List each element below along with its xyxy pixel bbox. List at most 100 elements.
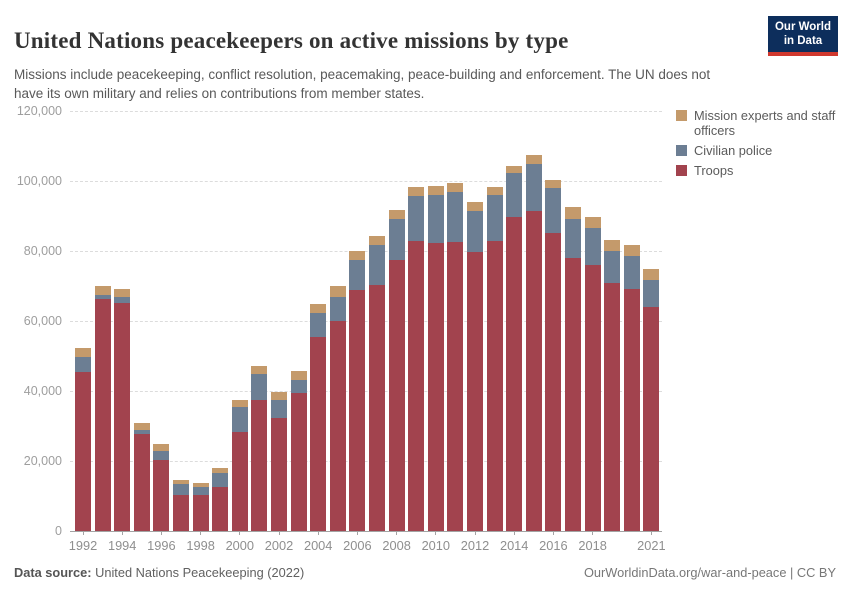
bar-segment-2011-troops[interactable]	[447, 242, 464, 531]
bar-segment-2003-civilian-police[interactable]	[290, 379, 307, 394]
bar-segment-2010-civilian-police[interactable]	[427, 194, 444, 243]
bar-segment-2000-troops[interactable]	[231, 431, 248, 531]
bar-segment-2003-mission-experts-and-staff-officers[interactable]	[290, 371, 307, 380]
owid-logo[interactable]: Our World in Data	[768, 16, 838, 56]
bar-segment-2017-troops[interactable]	[565, 258, 581, 531]
bar-segment-2005-mission-experts-and-staff-officers[interactable]	[329, 285, 346, 297]
bar-segment-2021-troops[interactable]	[643, 306, 660, 531]
bar-2017[interactable]	[565, 207, 581, 531]
bar-segment-2004-mission-experts-and-staff-officers[interactable]	[310, 303, 327, 313]
bar-segment-2013-troops[interactable]	[486, 240, 503, 531]
bar-segment-1998-civilian-police[interactable]	[192, 486, 209, 495]
bar-segment-2002-civilian-police[interactable]	[271, 399, 287, 418]
bar-segment-2010-mission-experts-and-staff-officers[interactable]	[427, 185, 444, 195]
bar-segment-2007-troops[interactable]	[369, 284, 385, 531]
bar-1998[interactable]	[192, 482, 209, 531]
bar-segment-1994-civilian-police[interactable]	[114, 296, 131, 304]
bar-1995[interactable]	[133, 422, 150, 531]
bar-2005[interactable]	[329, 285, 346, 531]
bar-segment-2015-mission-experts-and-staff-officers[interactable]	[525, 154, 542, 164]
bar-segment-2008-mission-experts-and-staff-officers[interactable]	[388, 209, 405, 220]
bar-segment-1993-civilian-police[interactable]	[94, 294, 111, 299]
bar-segment-2011-civilian-police[interactable]	[447, 191, 464, 243]
bar-2009[interactable]	[408, 186, 425, 531]
bar-segment-2009-mission-experts-and-staff-officers[interactable]	[408, 186, 425, 196]
bar-segment-2020-troops[interactable]	[623, 288, 640, 531]
bar-segment-2019-civilian-police[interactable]	[604, 251, 621, 284]
bar-segment-1996-mission-experts-and-staff-officers[interactable]	[153, 444, 170, 451]
bar-1993[interactable]	[94, 286, 111, 531]
bar-2016[interactable]	[545, 179, 562, 531]
bar-segment-2009-civilian-police[interactable]	[408, 195, 425, 241]
bar-segment-1994-mission-experts-and-staff-officers[interactable]	[114, 288, 131, 297]
bar-2010[interactable]	[427, 185, 444, 531]
bar-segment-2011-mission-experts-and-staff-officers[interactable]	[447, 183, 464, 192]
bar-segment-1996-civilian-police[interactable]	[153, 450, 170, 461]
bar-segment-1999-troops[interactable]	[212, 487, 229, 531]
bar-segment-1992-troops[interactable]	[75, 371, 91, 531]
bar-2019[interactable]	[604, 240, 621, 531]
bar-segment-2002-mission-experts-and-staff-officers[interactable]	[271, 392, 287, 400]
bar-segment-2010-troops[interactable]	[427, 242, 444, 531]
bar-segment-2004-troops[interactable]	[310, 337, 327, 531]
bar-segment-2001-mission-experts-and-staff-officers[interactable]	[251, 366, 268, 374]
bar-segment-2005-troops[interactable]	[329, 321, 346, 531]
bar-segment-2007-civilian-police[interactable]	[369, 244, 385, 285]
bar-segment-2020-civilian-police[interactable]	[623, 256, 640, 289]
bar-segment-2019-troops[interactable]	[604, 283, 621, 531]
bar-segment-1995-troops[interactable]	[133, 434, 150, 531]
bar-segment-2006-troops[interactable]	[349, 289, 366, 531]
bar-segment-2020-mission-experts-and-staff-officers[interactable]	[623, 244, 640, 257]
bar-segment-1998-troops[interactable]	[192, 494, 209, 531]
bar-1992[interactable]	[75, 348, 91, 531]
bar-1997[interactable]	[173, 480, 189, 531]
bar-segment-1999-mission-experts-and-staff-officers[interactable]	[212, 468, 229, 473]
bar-segment-2000-civilian-police[interactable]	[231, 407, 248, 432]
bar-segment-1999-civilian-police[interactable]	[212, 472, 229, 488]
bar-segment-2014-civilian-police[interactable]	[506, 173, 523, 217]
bar-2006[interactable]	[349, 250, 366, 531]
bar-1994[interactable]	[114, 288, 131, 531]
bar-segment-2009-troops[interactable]	[408, 240, 425, 531]
bar-segment-1998-mission-experts-and-staff-officers[interactable]	[192, 482, 209, 487]
bar-2020[interactable]	[623, 244, 640, 531]
bar-segment-1996-troops[interactable]	[153, 460, 170, 531]
bar-segment-2006-civilian-police[interactable]	[349, 259, 366, 290]
bar-segment-2016-troops[interactable]	[545, 233, 562, 531]
bar-segment-2004-civilian-police[interactable]	[310, 312, 327, 338]
bar-segment-1992-mission-experts-and-staff-officers[interactable]	[75, 348, 91, 358]
bar-2021[interactable]	[643, 268, 660, 531]
bar-segment-2021-mission-experts-and-staff-officers[interactable]	[643, 268, 660, 280]
bar-2004[interactable]	[310, 303, 327, 531]
bar-segment-2000-mission-experts-and-staff-officers[interactable]	[231, 399, 248, 408]
bar-segment-2018-civilian-police[interactable]	[584, 227, 601, 265]
bar-segment-2001-troops[interactable]	[251, 399, 268, 531]
bar-segment-2013-civilian-police[interactable]	[486, 195, 503, 241]
bar-1999[interactable]	[212, 468, 229, 531]
bar-segment-2014-mission-experts-and-staff-officers[interactable]	[506, 165, 523, 174]
bar-segment-1997-troops[interactable]	[173, 494, 189, 531]
bar-segment-2005-civilian-police[interactable]	[329, 296, 346, 321]
bar-segment-1994-troops[interactable]	[114, 303, 131, 531]
bar-2018[interactable]	[584, 216, 601, 531]
bar-segment-2015-troops[interactable]	[525, 211, 542, 531]
bar-segment-2018-troops[interactable]	[584, 264, 601, 531]
bar-2003[interactable]	[290, 371, 307, 531]
bar-segment-2014-troops[interactable]	[506, 216, 523, 531]
bar-segment-2012-troops[interactable]	[467, 252, 483, 531]
bar-segment-2012-mission-experts-and-staff-officers[interactable]	[467, 202, 483, 211]
bar-segment-2021-civilian-police[interactable]	[643, 279, 660, 307]
bar-segment-2006-mission-experts-and-staff-officers[interactable]	[349, 250, 366, 260]
bar-2007[interactable]	[369, 235, 385, 531]
bar-2001[interactable]	[251, 366, 268, 531]
bar-segment-2017-civilian-police[interactable]	[565, 218, 581, 258]
bar-segment-2008-troops[interactable]	[388, 260, 405, 531]
bar-2000[interactable]	[231, 399, 248, 531]
bar-segment-2013-mission-experts-and-staff-officers[interactable]	[486, 186, 503, 196]
bar-2015[interactable]	[525, 154, 542, 531]
bar-1996[interactable]	[153, 444, 170, 531]
bar-segment-2016-mission-experts-and-staff-officers[interactable]	[545, 179, 562, 189]
bar-segment-2007-mission-experts-and-staff-officers[interactable]	[369, 235, 385, 245]
bar-segment-1995-mission-experts-and-staff-officers[interactable]	[133, 422, 150, 431]
bar-2012[interactable]	[467, 202, 483, 531]
